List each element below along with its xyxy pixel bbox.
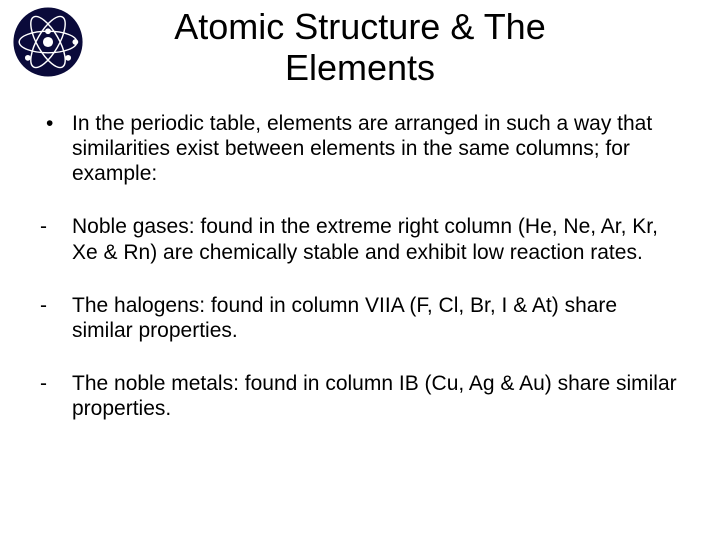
dash-marker: - [40, 214, 72, 264]
content-area: • In the periodic table, elements are ar… [0, 89, 720, 422]
dash-item: - The halogens: found in column VIIA (F,… [40, 293, 680, 343]
dash-marker: - [40, 293, 72, 343]
title-line-2: Elements [285, 47, 435, 88]
page-title: Atomic Structure & The Elements [60, 0, 660, 89]
bullet-text: In the periodic table, elements are arra… [72, 111, 680, 187]
bullet-item: • In the periodic table, elements are ar… [40, 111, 680, 187]
dash-text: The halogens: found in column VIIA (F, C… [72, 293, 680, 343]
dash-item: - The noble metals: found in column IB (… [40, 371, 680, 421]
dash-text: Noble gases: found in the extreme right … [72, 214, 680, 264]
dash-text: The noble metals: found in column IB (Cu… [72, 371, 680, 421]
dash-item: - Noble gases: found in the extreme righ… [40, 214, 680, 264]
atom-icon [12, 6, 84, 78]
dash-marker: - [40, 371, 72, 421]
title-line-1: Atomic Structure & The [174, 6, 545, 47]
bullet-marker: • [40, 111, 72, 187]
